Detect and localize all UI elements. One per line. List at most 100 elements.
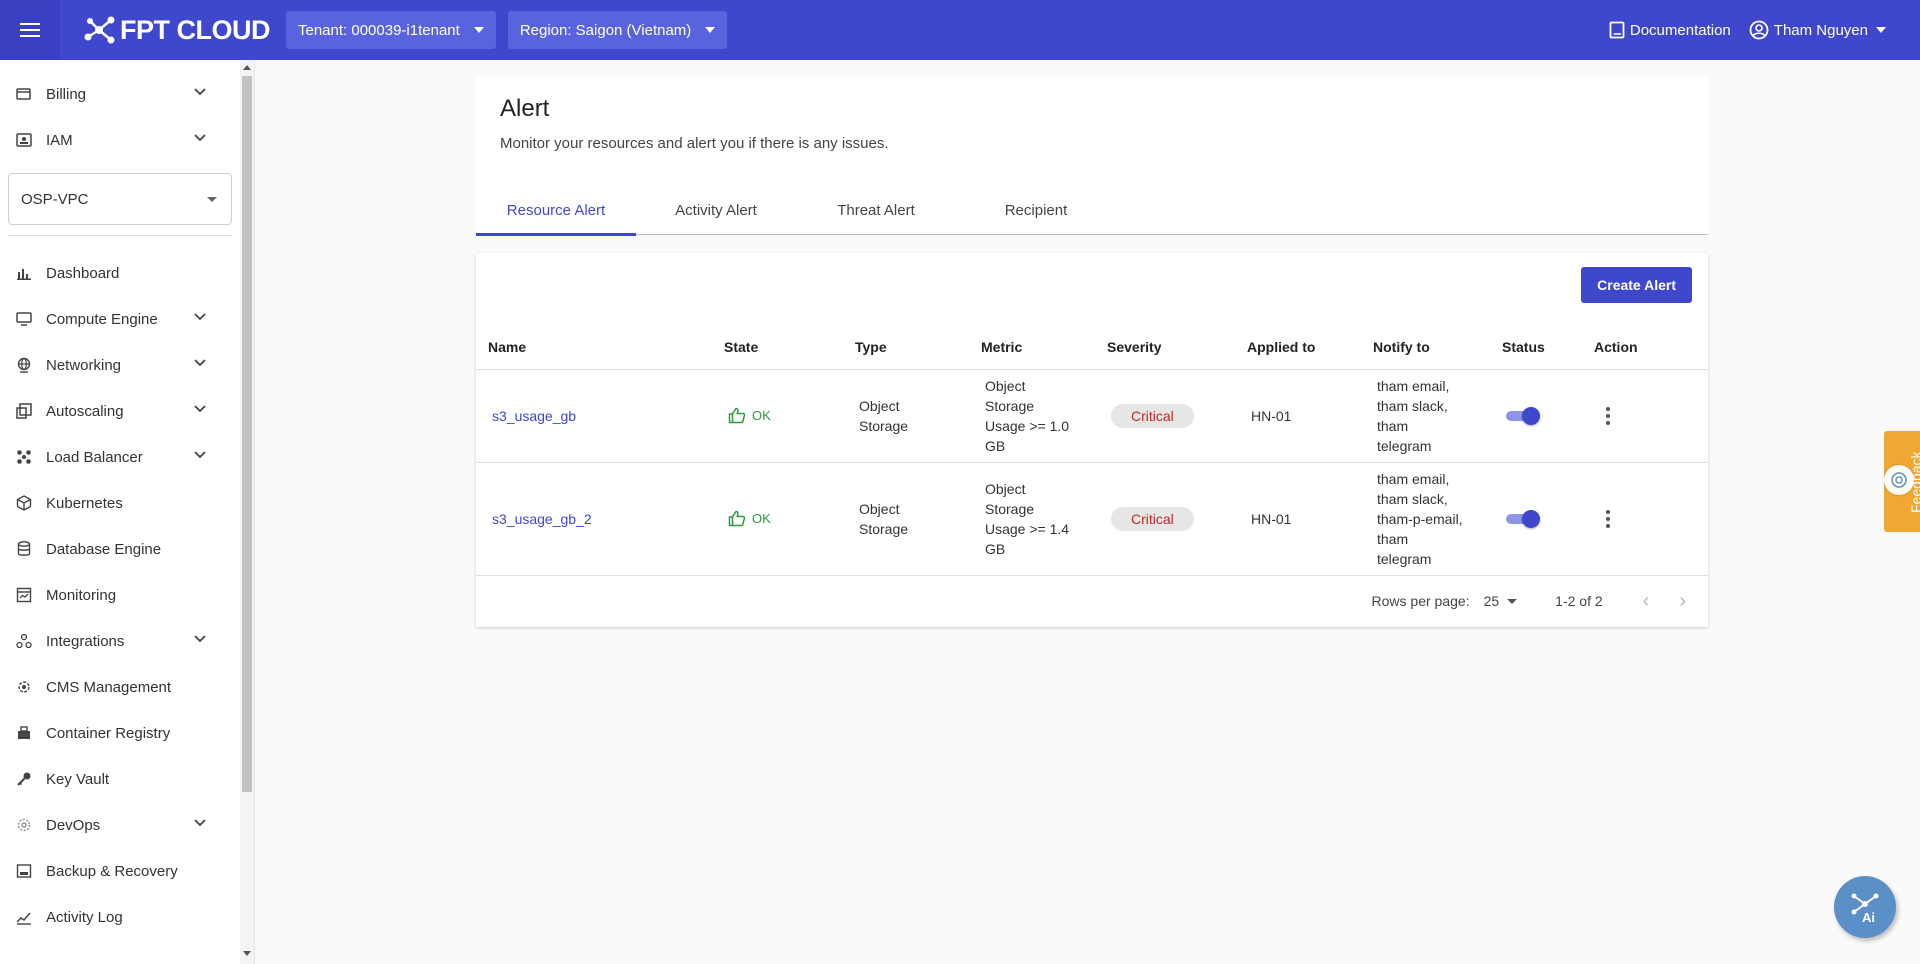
rows-per-page-label: Rows per page: (1371, 593, 1470, 609)
integrations-icon (15, 632, 33, 650)
caret-down-icon (1876, 27, 1886, 33)
metric-cell: Object Storage Usage >= 1.4 GB (969, 462, 1095, 576)
metric-line: GB (985, 437, 1006, 454)
rows-per-page-select[interactable]: 25 (1484, 593, 1518, 609)
brand-logo[interactable]: FPT CLOUD (82, 14, 271, 46)
chevron-down-icon (194, 405, 206, 413)
svg-text:Ai: Ai (1862, 910, 1875, 925)
state-label: OK (752, 407, 771, 423)
fpt-network-icon (84, 16, 115, 44)
notify-line: tham email, (1377, 377, 1450, 394)
sidebar-item-autoscaling[interactable]: Autoscaling (0, 388, 240, 434)
project-select-value: OSP-VPC (21, 190, 89, 208)
notify-to-cell: tham email, tham slack, tham-p-email, tham t… (1361, 462, 1490, 576)
status-toggle[interactable] (1506, 406, 1540, 425)
sidebar-scrollbar[interactable] (240, 60, 254, 964)
region-selector[interactable]: Region: Saigon (Vietnam) (507, 11, 728, 49)
sidebar-item-iam[interactable]: IAM (0, 117, 240, 163)
sidebar-item-activity-log[interactable]: Activity Log (0, 894, 240, 940)
project-select[interactable]: OSP-VPC (8, 173, 232, 225)
sidebar-item-label: IAM (46, 131, 73, 149)
scrollbar-thumb[interactable] (242, 76, 252, 792)
cube-icon (15, 494, 33, 512)
column-header-action: Action (1582, 325, 1708, 370)
previous-page-button[interactable]: ‹ (1642, 589, 1650, 612)
sidebar-item-backup-recovery[interactable]: Backup & Recovery (0, 848, 240, 894)
tenant-selector[interactable]: Tenant: 000039-i1tenant (286, 11, 496, 49)
scroll-up-arrow-icon[interactable] (243, 65, 251, 70)
column-header-type: Type (843, 325, 969, 370)
applied-to-cell: HN-01 (1235, 462, 1361, 576)
toggle-track (1506, 513, 1536, 524)
sidebar-item-database-engine[interactable]: Database Engine (0, 526, 240, 572)
sidebar-item-label: Container Registry (46, 724, 171, 742)
activity-icon (15, 908, 33, 926)
sidebar-item-load-balancer[interactable]: Load Balancer (0, 434, 240, 480)
tab-resource-alert[interactable]: Resource Alert (476, 185, 636, 236)
table-header-row: Name State Type Metric Severity Applied … (476, 325, 1708, 370)
sidebar-item-kubernetes[interactable]: Kubernetes (0, 480, 240, 526)
hamburger-menu-button[interactable] (0, 0, 60, 60)
monitoring-icon (15, 586, 33, 604)
scroll-down-arrow-icon[interactable] (243, 951, 251, 956)
top-bar: FPT CLOUD Tenant: 000039-i1tenant Region… (0, 0, 1920, 60)
type-line: Storage (859, 520, 909, 537)
devops-icon (15, 816, 33, 834)
load-balancer-icon (15, 448, 33, 466)
tab-recipient[interactable]: Recipient (1004, 201, 1068, 219)
user-menu[interactable]: Tham Nguyen (1749, 20, 1886, 40)
sidebar-item-integrations[interactable]: Integrations (0, 618, 240, 664)
thumbs-up-icon (728, 407, 746, 424)
sidebar-item-cms-management[interactable]: CMS Management (0, 664, 240, 710)
key-icon (15, 770, 33, 788)
alert-name-link[interactable]: s3_usage_gb_2 (492, 510, 592, 527)
brand-name: FPT CLOUD (120, 14, 271, 45)
tab-activity-alert[interactable]: Activity Alert (675, 201, 757, 219)
notify-line: tham slack, (1377, 397, 1448, 414)
sidebar-item-key-vault[interactable]: Key Vault (0, 756, 240, 802)
metric-line: Object (985, 480, 1026, 497)
create-alert-button[interactable]: Create Alert (1581, 267, 1692, 303)
sidebar-item-devops[interactable]: DevOps (0, 802, 240, 848)
metric-line: Storage (985, 397, 1035, 414)
state-ok: OK (728, 406, 843, 426)
sidebar-item-billing[interactable]: Billing (0, 71, 240, 117)
next-page-button[interactable]: › (1679, 589, 1686, 612)
alert-table-panel: Create Alert Name State Type Metric Seve… (476, 253, 1708, 627)
monitor-icon (15, 310, 33, 328)
tab-threat-alert[interactable]: Threat Alert (837, 201, 915, 219)
feedback-tab[interactable]: Feedback (1884, 431, 1920, 532)
alert-table: Name State Type Metric Severity Applied … (476, 325, 1708, 576)
chevron-down-icon (194, 819, 206, 827)
column-header-severity: Severity (1095, 325, 1235, 370)
sidebar-item-networking[interactable]: Networking (0, 342, 240, 388)
globe-icon (15, 356, 33, 374)
notify-line: tham email, (1377, 470, 1450, 487)
state-ok: OK (728, 509, 843, 529)
type-line: Object (859, 500, 900, 517)
metric-line: GB (985, 540, 1006, 557)
ai-assistant-button[interactable]: Ai (1834, 876, 1896, 938)
sidebar-item-monitoring[interactable]: Monitoring (0, 572, 240, 618)
sidebar: Billing IAM OSP-VPC Dashboard Compute En… (0, 60, 255, 964)
sidebar-item-label: Monitoring (46, 586, 117, 604)
sidebar-item-container-registry[interactable]: Container Registry (0, 710, 240, 756)
user-name: Tham Nguyen (1773, 21, 1868, 39)
book-icon (1609, 21, 1625, 39)
sidebar-item-label: Kubernetes (46, 494, 123, 512)
sidebar-item-compute-engine[interactable]: Compute Engine (0, 296, 240, 342)
documentation-link[interactable]: Documentation (1609, 21, 1731, 39)
status-toggle[interactable] (1506, 509, 1540, 528)
sidebar-item-dashboard[interactable]: Dashboard (0, 250, 240, 296)
notify-to-cell: tham email, tham slack, tham telegram (1361, 369, 1490, 463)
caret-down-icon (207, 197, 217, 202)
sidebar-item-label: Autoscaling (46, 402, 124, 420)
notify-line: tham (1377, 530, 1409, 547)
more-actions-icon[interactable] (1598, 508, 1618, 529)
column-header-metric: Metric (969, 325, 1095, 370)
alert-name-link[interactable]: s3_usage_gb (492, 407, 577, 424)
documentation-label: Documentation (1629, 21, 1731, 39)
more-actions-icon[interactable] (1598, 405, 1618, 426)
type-line: Object (859, 397, 900, 414)
container-icon (15, 724, 33, 742)
